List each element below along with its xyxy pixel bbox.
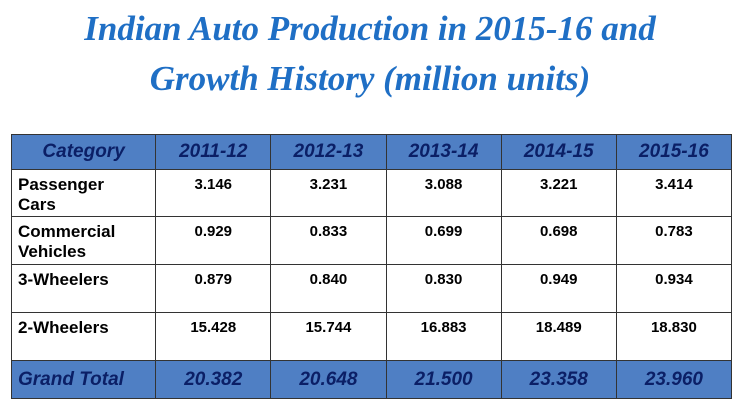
table-cell: 16.883 bbox=[385, 312, 502, 361]
row-label-2-wheelers: 2-Wheelers bbox=[10, 312, 157, 361]
table-cell: 3.088 bbox=[385, 169, 502, 217]
table-cell: 3.146 bbox=[155, 169, 272, 217]
table-cell: 0.699 bbox=[385, 216, 502, 265]
table-row: 2-Wheelers 15.428 15.744 16.883 18.489 1… bbox=[10, 312, 733, 361]
table-row: 3-Wheelers 0.879 0.840 0.830 0.949 0.934 bbox=[10, 264, 733, 313]
title-line-2: Growth History (million units) bbox=[149, 59, 591, 98]
title-line-1: Indian Auto Production in 2015-16 and bbox=[84, 9, 656, 48]
total-cell: 23.358 bbox=[500, 360, 617, 399]
table-row: Passenger Cars 3.146 3.231 3.088 3.221 3… bbox=[10, 169, 733, 217]
table-cell: 0.833 bbox=[270, 216, 387, 265]
table-cell: 0.929 bbox=[155, 216, 272, 265]
table-cell: 15.428 bbox=[155, 312, 272, 361]
table-cell: 0.879 bbox=[155, 264, 272, 313]
row-label-line: Cars bbox=[18, 195, 56, 214]
table-cell: 0.934 bbox=[615, 264, 733, 313]
grand-total-label: Grand Total bbox=[10, 360, 157, 399]
row-label-3-wheelers: 3-Wheelers bbox=[10, 264, 157, 313]
header-year: 2012-13 bbox=[270, 134, 387, 170]
header-category: Category bbox=[10, 134, 157, 170]
row-label-line: Commercial bbox=[18, 222, 116, 241]
table-cell: 0.949 bbox=[500, 264, 617, 313]
header-year: 2014-15 bbox=[500, 134, 617, 170]
table-cell: 0.840 bbox=[270, 264, 387, 313]
row-label-line: Vehicles bbox=[18, 242, 87, 261]
table-cell: 0.830 bbox=[385, 264, 502, 313]
table-cell: 3.221 bbox=[500, 169, 617, 217]
row-label-line: 3-Wheelers bbox=[18, 270, 109, 289]
grand-total-row: Grand Total 20.382 20.648 21.500 23.358 … bbox=[10, 360, 733, 399]
page-title: Indian Auto Production in 2015-16 and Gr… bbox=[0, 4, 740, 104]
table-cell: 3.231 bbox=[270, 169, 387, 217]
table-cell: 15.744 bbox=[270, 312, 387, 361]
header-year: 2015-16 bbox=[615, 134, 733, 170]
table-row: Commercial Vehicles 0.929 0.833 0.699 0.… bbox=[10, 216, 733, 265]
total-cell: 23.960 bbox=[615, 360, 733, 399]
header-year: 2013-14 bbox=[385, 134, 502, 170]
header-year: 2011-12 bbox=[155, 134, 272, 170]
table-cell: 3.414 bbox=[615, 169, 733, 217]
table-cell: 0.698 bbox=[500, 216, 617, 265]
row-label-line: Passenger bbox=[18, 175, 104, 194]
total-cell: 21.500 bbox=[385, 360, 502, 399]
total-cell: 20.648 bbox=[270, 360, 387, 399]
production-table: Category 2011-12 2012-13 2013-14 2014-15… bbox=[10, 134, 733, 399]
row-label-commercial-vehicles: Commercial Vehicles bbox=[10, 216, 157, 265]
row-label-line: 2-Wheelers bbox=[18, 318, 109, 337]
total-cell: 20.382 bbox=[155, 360, 272, 399]
table-cell: 18.830 bbox=[615, 312, 733, 361]
row-label-passenger-cars: Passenger Cars bbox=[10, 169, 157, 217]
table-header-row: Category 2011-12 2012-13 2013-14 2014-15… bbox=[10, 134, 733, 170]
table-cell: 18.489 bbox=[500, 312, 617, 361]
table-cell: 0.783 bbox=[615, 216, 733, 265]
